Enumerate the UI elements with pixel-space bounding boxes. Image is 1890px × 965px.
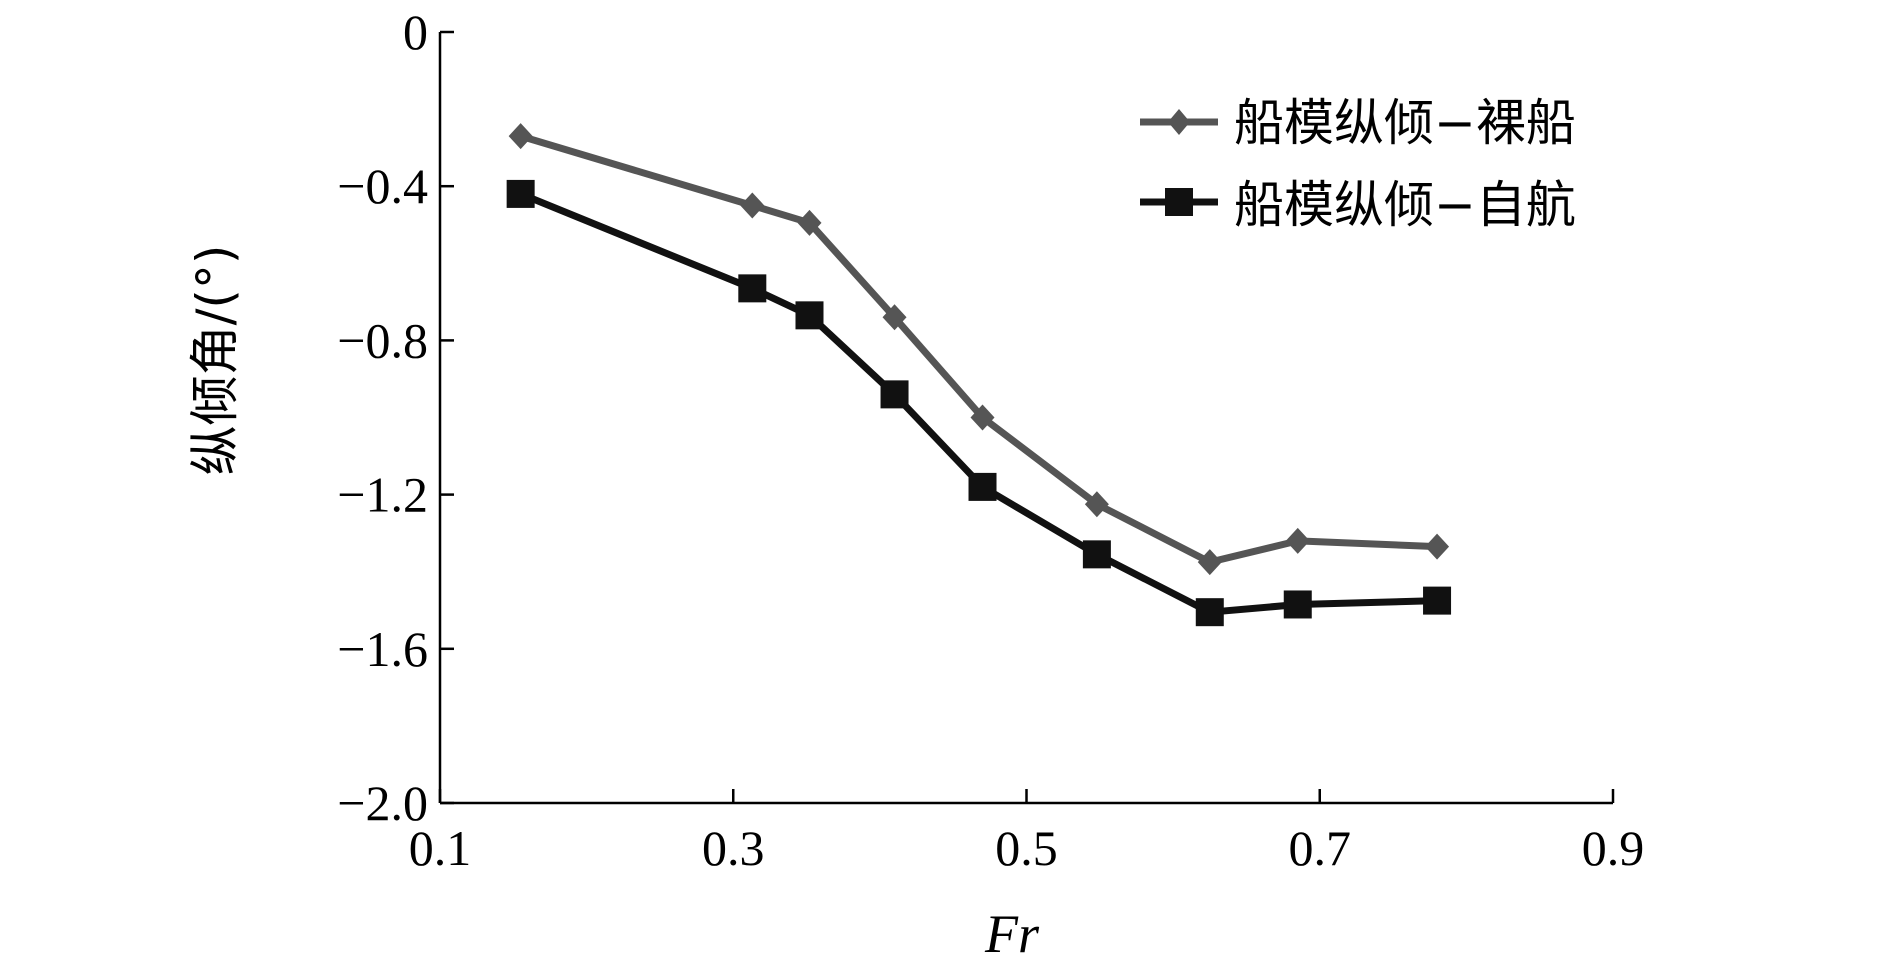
legend-square-marker bbox=[1165, 188, 1193, 216]
data-point-diamond bbox=[970, 404, 995, 431]
x-tick-label: 0.7 bbox=[1289, 820, 1352, 876]
y-tick-label: −2.0 bbox=[337, 775, 428, 831]
data-point-square bbox=[1283, 590, 1312, 619]
y-tick-label: 0 bbox=[403, 4, 428, 60]
data-point-square bbox=[506, 179, 535, 208]
series-layer bbox=[506, 123, 1452, 627]
data-point-diamond bbox=[1197, 549, 1222, 576]
x-tick-label: 0.1 bbox=[409, 820, 472, 876]
ticks: 0 −0.4 −0.8 −1.2 −1.6 −2.00.1 0.3 0.5 0.7 0.9 bbox=[337, 4, 1644, 876]
data-point-diamond bbox=[1425, 533, 1450, 560]
x-tick-label: 0.3 bbox=[702, 820, 765, 876]
x-axis-label: Fr bbox=[984, 904, 1040, 964]
data-point-diamond bbox=[508, 123, 533, 150]
data-point-diamond bbox=[1084, 491, 1109, 518]
data-point-square bbox=[738, 274, 767, 303]
y-axis-label: 纵倾角/(°) bbox=[186, 245, 244, 476]
y-tick-label: −0.4 bbox=[337, 158, 428, 214]
data-point-square bbox=[795, 301, 824, 330]
data-point-diamond bbox=[882, 304, 907, 331]
series-0 bbox=[508, 123, 1450, 576]
legend-diamond-marker bbox=[1168, 109, 1190, 135]
legend-label-bare-hull: 船模纵倾−裸船 bbox=[1234, 94, 1576, 152]
legend-label-self-propelled: 船模纵倾−自航 bbox=[1234, 176, 1576, 234]
data-point-diamond bbox=[797, 209, 822, 236]
data-point-square bbox=[1195, 598, 1224, 627]
data-point-square bbox=[1082, 540, 1111, 569]
data-point-square bbox=[1423, 586, 1452, 615]
y-tick-label: −1.2 bbox=[337, 467, 428, 523]
y-tick-label: −0.8 bbox=[337, 312, 428, 368]
x-tick-label: 0.5 bbox=[995, 820, 1058, 876]
series-1 bbox=[506, 179, 1452, 627]
data-point-square bbox=[880, 380, 909, 409]
legend-entry-bare-hull: 船模纵倾−裸船 bbox=[1140, 94, 1576, 152]
data-point-square bbox=[968, 472, 997, 501]
data-point-diamond bbox=[740, 192, 765, 219]
data-point-diamond bbox=[1285, 527, 1310, 554]
y-tick-label: −1.6 bbox=[337, 621, 428, 677]
legend: 船模纵倾−裸船 船模纵倾−自航 bbox=[1140, 94, 1576, 234]
legend-entry-self-propelled: 船模纵倾−自航 bbox=[1140, 176, 1576, 234]
x-tick-label: 0.9 bbox=[1582, 820, 1645, 876]
